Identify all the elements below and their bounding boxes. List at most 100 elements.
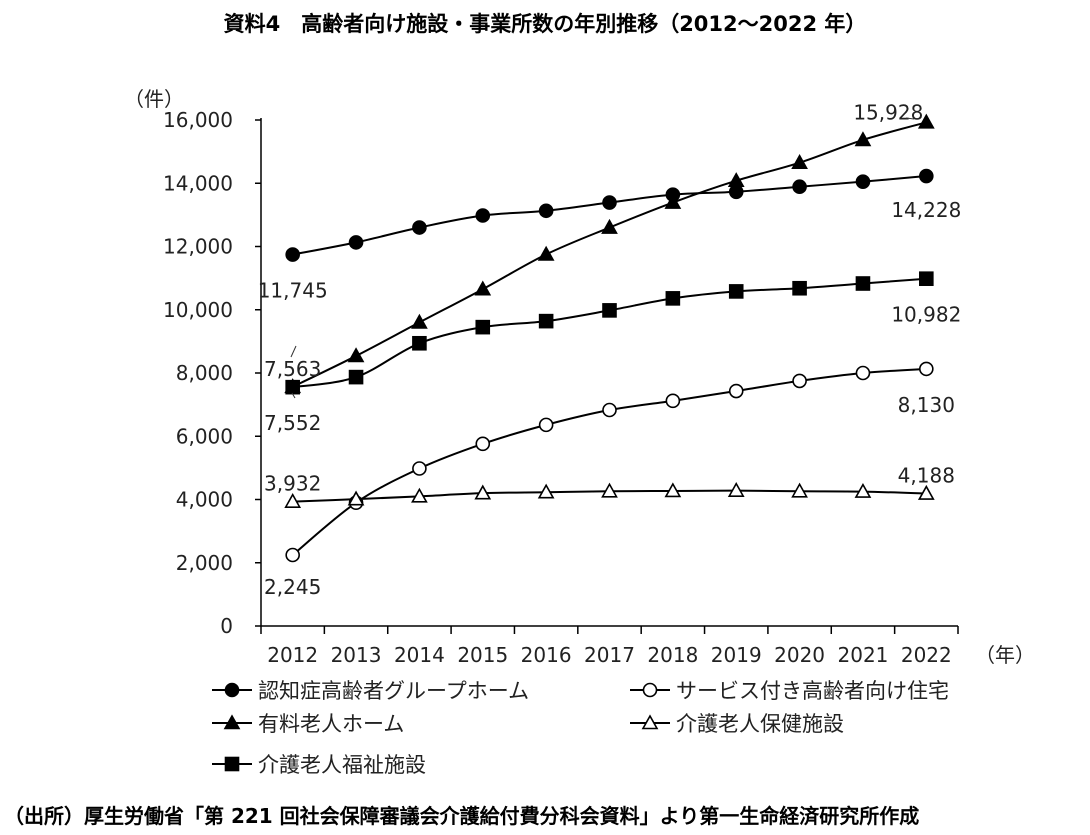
data-point-marker <box>538 417 554 433</box>
data-point-marker <box>917 484 935 500</box>
series-line <box>292 277 927 389</box>
legend-marker <box>641 714 659 730</box>
data-point-marker <box>285 547 300 563</box>
data-point-marker <box>284 493 302 508</box>
legend-label: 有料老人ホーム <box>258 712 404 736</box>
data-label: 8,130 <box>898 393 955 417</box>
legend-label: 介護老人福祉施設 <box>258 753 426 777</box>
data-label: 11,745 <box>258 279 328 303</box>
y-tick-label: 6,000 <box>176 424 233 448</box>
data-point-marker <box>919 168 934 184</box>
data-point-marker <box>601 482 618 498</box>
data-point-marker <box>412 461 427 476</box>
data-point-marker <box>475 319 491 335</box>
legend-marker <box>223 714 241 730</box>
x-tick-label: 2016 <box>521 643 572 667</box>
data-point-marker <box>664 482 682 498</box>
data-point-marker <box>348 369 364 385</box>
data-point-marker <box>791 482 808 498</box>
y-tick-label: 8,000 <box>176 361 233 385</box>
data-point-marker <box>602 195 617 210</box>
data-point-marker <box>348 235 364 250</box>
data-point-marker <box>411 313 428 329</box>
y-tick-label: 2,000 <box>176 551 233 575</box>
data-point-marker <box>727 482 745 497</box>
x-tick-label: 2017 <box>584 643 635 667</box>
data-point-marker <box>347 490 365 506</box>
data-point-marker <box>728 284 744 299</box>
leader-line <box>290 345 297 358</box>
x-tick-label: 2015 <box>457 643 508 667</box>
data-point-marker <box>285 379 300 395</box>
y-tick-label: 14,000 <box>163 171 233 195</box>
data-point-marker <box>347 347 365 363</box>
legend-label: サービス付き高齢者向け住宅 <box>676 679 949 703</box>
legend-label: 介護老人保健施設 <box>676 712 844 736</box>
data-label: 7,552 <box>264 411 321 435</box>
x-tick-label: 2022 <box>901 643 952 667</box>
data-point-marker <box>474 484 492 500</box>
data-point-marker <box>855 174 871 189</box>
data-point-marker <box>411 487 428 503</box>
data-point-marker <box>792 280 807 296</box>
data-point-marker <box>538 313 554 329</box>
x-tick-label: 2012 <box>267 643 318 667</box>
data-point-marker <box>412 220 427 235</box>
y-tick-label: 4,000 <box>176 488 233 512</box>
data-point-marker <box>602 303 617 318</box>
data-point-marker <box>665 291 681 306</box>
data-point-marker <box>855 365 871 381</box>
data-label: 3,932 <box>264 472 321 496</box>
data-point-marker <box>854 482 872 498</box>
data-label: 15,928 <box>853 100 923 124</box>
data-label: 14,228 <box>891 198 961 222</box>
data-point-marker <box>919 271 934 286</box>
x-tick-label: 2021 <box>838 643 889 667</box>
legend-label: 認知症高齢者グループホーム <box>258 679 529 703</box>
data-point-marker <box>602 402 617 418</box>
leader-line <box>291 392 296 399</box>
data-point-marker <box>792 373 807 389</box>
y-tick-label: 16,000 <box>163 108 233 132</box>
y-tick-label: 12,000 <box>163 235 233 259</box>
x-tick-label: 2013 <box>331 643 382 667</box>
legend-marker <box>224 682 240 698</box>
y-axis-label: （件） <box>124 87 184 111</box>
x-axis-label: （年） <box>975 643 1035 667</box>
data-point-marker <box>537 245 555 261</box>
data-point-marker <box>727 172 745 188</box>
data-point-marker <box>792 179 807 195</box>
data-point-marker <box>474 280 492 296</box>
data-point-marker <box>919 361 934 377</box>
data-point-marker <box>285 247 300 262</box>
data-point-marker <box>537 483 555 499</box>
data-label: 7,563 <box>264 357 321 381</box>
data-point-marker <box>665 393 681 409</box>
x-tick-label: 2020 <box>774 643 825 667</box>
data-point-marker <box>538 203 554 219</box>
data-label: 2,245 <box>264 575 321 599</box>
data-point-marker <box>475 436 491 452</box>
x-tick-label: 2018 <box>647 643 698 667</box>
series-line <box>292 367 927 556</box>
data-point-marker <box>475 208 491 223</box>
series-line <box>292 121 927 388</box>
data-point-marker <box>791 154 808 169</box>
x-tick-label: 2019 <box>711 643 762 667</box>
data-label: 10,982 <box>891 303 961 327</box>
data-point-marker <box>854 131 872 147</box>
data-point-marker <box>855 276 871 291</box>
legend-marker <box>642 682 658 698</box>
y-tick-label: 10,000 <box>163 298 233 322</box>
data-point-marker <box>728 383 744 399</box>
source-note: （出所）厚生労働省「第 221 回社会保障審議会介護給付費分科会資料」より第一生… <box>4 804 920 828</box>
chart-title: 資料4 高齢者向け施設・事業所数の年別推移（2012～2022 年） <box>223 12 867 36</box>
data-point-marker <box>412 335 427 351</box>
x-tick-label: 2014 <box>394 643 445 667</box>
data-label: 4,188 <box>898 464 955 488</box>
data-point-marker <box>917 113 935 129</box>
data-point-marker <box>728 184 744 200</box>
series-line <box>292 175 927 256</box>
leader-line <box>905 117 915 120</box>
